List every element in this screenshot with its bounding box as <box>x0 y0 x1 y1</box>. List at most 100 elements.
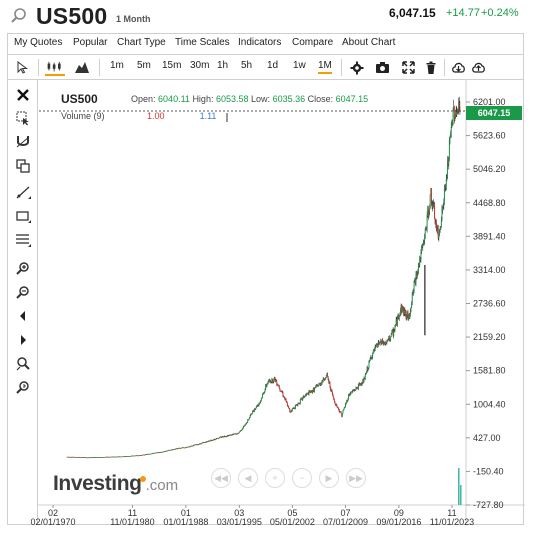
timeframe-15m[interactable]: 15m <box>162 60 182 71</box>
x-tick-date-label: 03/01/1995 <box>217 517 262 525</box>
candle-body <box>297 403 299 406</box>
candle-body <box>451 120 453 128</box>
candle-body <box>306 393 308 394</box>
candle-body <box>165 451 167 452</box>
candle-body <box>298 402 300 404</box>
trash-icon[interactable] <box>426 61 436 75</box>
area-type-icon[interactable] <box>74 61 90 74</box>
candle-body <box>284 397 286 400</box>
cloud-upload-icon[interactable] <box>471 61 486 74</box>
zoom-range-icon[interactable] <box>15 356 31 372</box>
timeframe-1M[interactable]: 1M <box>318 60 332 74</box>
price-chart[interactable]: 6201.00 5623.60 5046.20 4468.80 3891.40 3314.… <box>8 80 525 525</box>
timeframe-1w[interactable]: 1w <box>293 60 306 71</box>
menu-compare[interactable]: Compare <box>292 37 334 48</box>
candle-body <box>378 343 380 345</box>
symbol-title: US500 <box>36 3 108 29</box>
candles-group <box>66 96 461 459</box>
candle-body <box>309 392 311 393</box>
x-tick-date-label: 02/01/1970 <box>30 517 75 525</box>
candle-body <box>313 387 315 392</box>
close-icon[interactable] <box>15 87 31 103</box>
menu-chart-type[interactable]: Chart Type <box>117 37 166 48</box>
settings-gear-icon[interactable] <box>350 61 364 75</box>
candle-body <box>401 304 403 313</box>
candle-body <box>441 209 443 221</box>
trendline-tool-icon[interactable] <box>15 184 31 200</box>
zoom-reset-icon[interactable] <box>15 380 31 396</box>
candle-body <box>258 402 260 404</box>
camera-icon[interactable] <box>375 61 390 74</box>
nav-back-button[interactable]: ◀ <box>238 468 258 488</box>
candle-body <box>361 383 363 385</box>
candle-body <box>459 107 461 113</box>
candle-body <box>268 380 270 383</box>
candle-body <box>286 402 288 407</box>
nav-zoom-in-button[interactable]: + <box>265 468 285 488</box>
candlestick-type-icon[interactable] <box>45 61 65 76</box>
candle-body <box>68 456 70 458</box>
candle-body <box>393 331 395 336</box>
x-tick-top-label: 11 <box>447 508 456 518</box>
candle-body <box>412 292 414 294</box>
nav-last-button[interactable]: ▶▶ <box>346 468 366 488</box>
candle-body <box>194 444 196 446</box>
candle-body <box>143 454 145 456</box>
clone-tool-icon[interactable] <box>15 158 31 174</box>
timeframe-5m[interactable]: 5m <box>137 60 151 71</box>
menu-indicators[interactable]: Indicators <box>238 37 282 48</box>
candle-body <box>361 383 363 385</box>
candle-body <box>185 447 187 448</box>
candle-body <box>270 381 272 383</box>
magnet-tool-icon[interactable] <box>15 134 31 150</box>
zoom-in-icon[interactable] <box>15 260 31 276</box>
menu-popular[interactable]: Popular <box>73 37 108 48</box>
menu-about-chart[interactable]: About Chart <box>342 37 396 48</box>
timeframe-1m[interactable]: 1m <box>110 60 124 71</box>
candle-body <box>370 357 372 359</box>
menu-my-quotes[interactable]: My Quotes <box>14 37 63 48</box>
nav-forward-button[interactable]: ▶ <box>319 468 339 488</box>
cursor-icon[interactable] <box>17 61 28 74</box>
search-icon[interactable] <box>10 7 27 24</box>
candle-body <box>67 456 69 458</box>
zoom-out-icon[interactable] <box>15 284 31 300</box>
nav-zoom-out-button[interactable]: − <box>292 468 312 488</box>
timeframe-1d[interactable]: 1d <box>267 60 279 71</box>
last-price-tag: 6047.15 <box>466 106 522 120</box>
candle-body <box>153 453 155 454</box>
timeframe-1h[interactable]: 1h <box>217 60 229 71</box>
fibonacci-tool-icon[interactable] <box>15 232 31 248</box>
cloud-download-icon[interactable] <box>451 61 466 74</box>
pan-right-icon[interactable] <box>15 332 31 348</box>
candle-body <box>193 444 195 446</box>
candle-body <box>192 445 194 447</box>
candle-body <box>435 222 437 225</box>
candle-body <box>315 386 317 388</box>
pan-left-icon[interactable] <box>15 308 31 324</box>
candle-body <box>244 423 246 426</box>
fullscreen-icon[interactable] <box>402 61 415 74</box>
candle-body <box>162 451 164 453</box>
candle-body <box>87 457 89 459</box>
nav-first-button[interactable]: ◀◀ <box>211 468 231 488</box>
candle-body <box>354 390 356 391</box>
candle-body <box>277 384 279 386</box>
select-tool-icon[interactable] <box>15 110 31 126</box>
candle-body <box>417 263 419 271</box>
candle-body <box>173 449 175 450</box>
timeframe-5h[interactable]: 5h <box>241 60 253 71</box>
candle-body <box>211 440 213 442</box>
candle-body <box>77 457 79 458</box>
timeframe-30m[interactable]: 30m <box>190 60 210 71</box>
menu-time-scales[interactable]: Time Scales <box>175 37 230 48</box>
candle-body <box>370 357 372 358</box>
candle-body <box>425 228 427 230</box>
candle-body <box>304 395 306 398</box>
candle-body <box>276 384 278 386</box>
candle-body <box>175 448 177 450</box>
candle-body <box>330 387 332 391</box>
candle-body <box>184 447 186 449</box>
rectangle-tool-icon[interactable] <box>15 208 31 224</box>
candle-body <box>400 309 402 314</box>
